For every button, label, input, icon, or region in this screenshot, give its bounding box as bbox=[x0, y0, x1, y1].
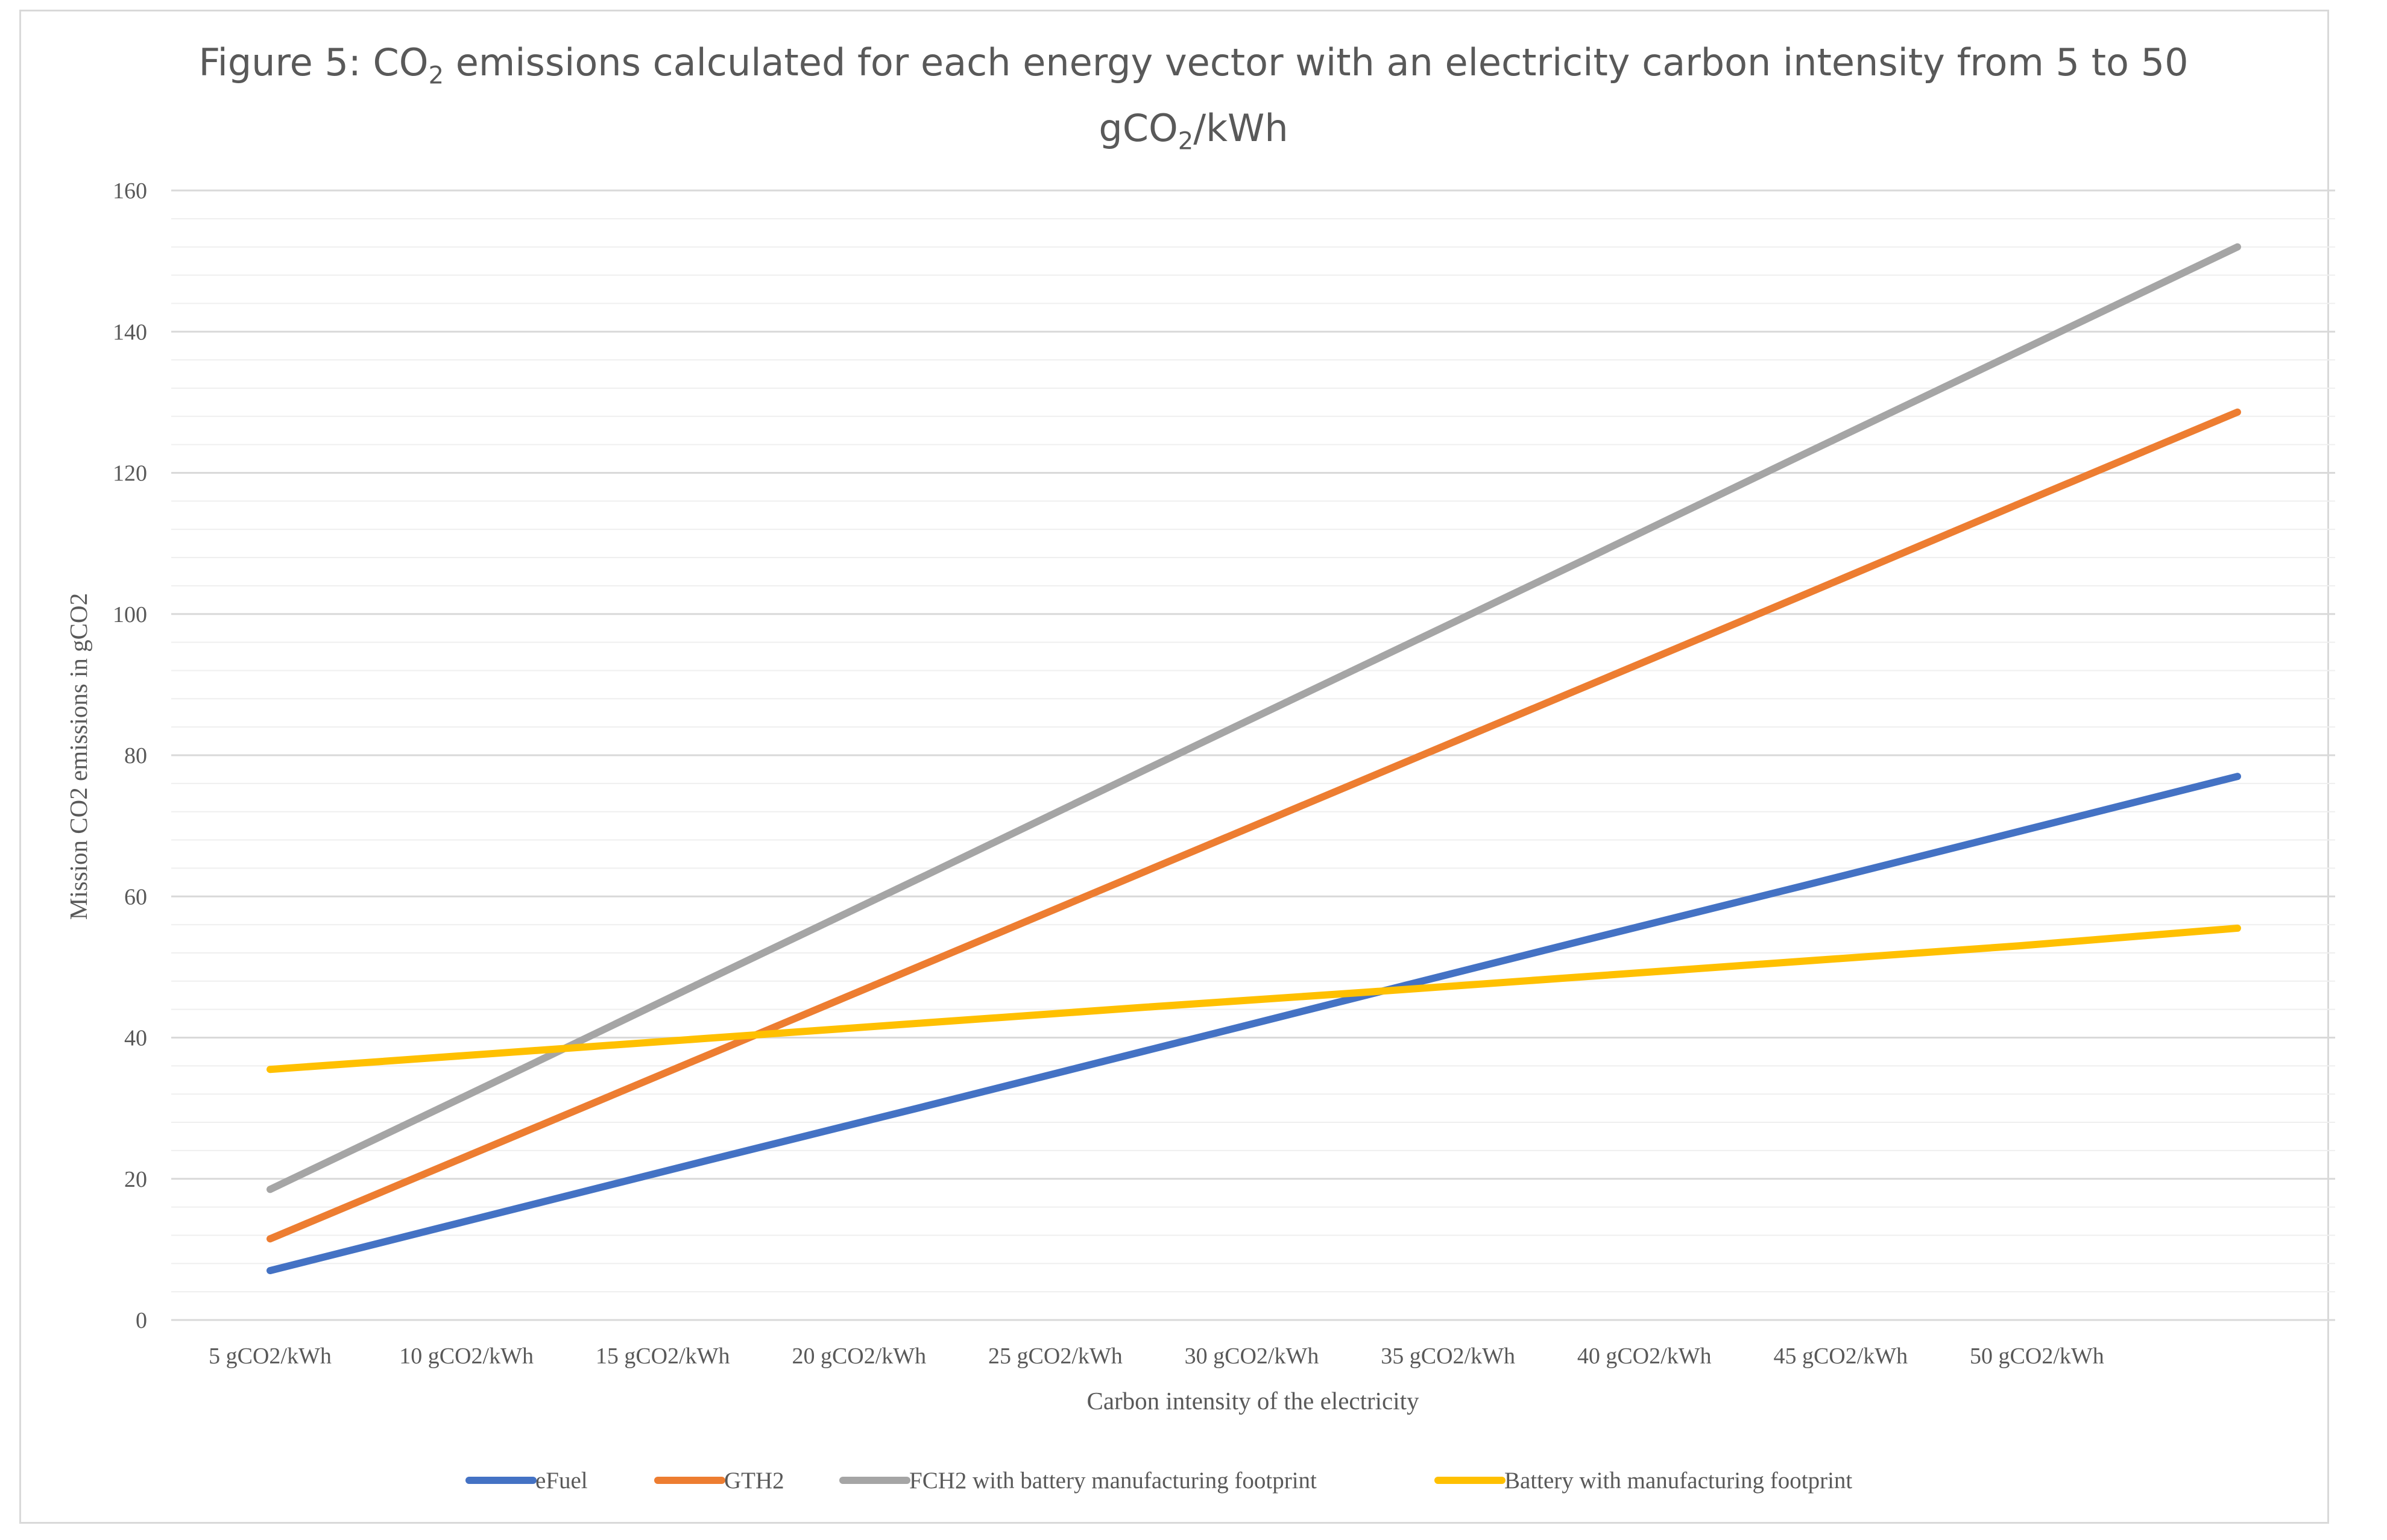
x-tick-label: 45 gCO2/kWh bbox=[1773, 1344, 1908, 1369]
y-tick-label: 160 bbox=[113, 178, 147, 204]
chart-title-line-1: Figure 5: CO2 emissions calculated for e… bbox=[0, 36, 2387, 102]
series-lines bbox=[266, 243, 2241, 1275]
chart-title-text: gCO bbox=[1099, 106, 1178, 151]
chart-title-subscript: 2 bbox=[1178, 127, 1194, 156]
x-tick-label: 15 gCO2/kWh bbox=[596, 1344, 730, 1369]
x-tick-label: 5 gCO2/kWh bbox=[209, 1344, 332, 1369]
x-tick-label: 10 gCO2/kWh bbox=[399, 1344, 534, 1369]
y-tick-label: 20 bbox=[124, 1167, 147, 1192]
chart-title-text: emissions calculated for each energy vec… bbox=[444, 40, 2189, 84]
x-tick-label: 40 gCO2/kWh bbox=[1577, 1344, 1712, 1369]
y-tick-label: 120 bbox=[113, 461, 147, 486]
chart-title: Figure 5: CO2 emissions calculated for e… bbox=[0, 36, 2387, 168]
x-tick-label: 35 gCO2/kWh bbox=[1381, 1344, 1515, 1369]
y-tick-label: 80 bbox=[124, 743, 147, 768]
y-tick-label: 100 bbox=[113, 602, 147, 627]
x-axis-ticks: 5 gCO2/kWh 10 gCO2/kWh 15 gCO2/kWh 20 gCO2/… bbox=[209, 1344, 2104, 1369]
chart-title-text: /kWh bbox=[1193, 106, 1288, 151]
gridlines bbox=[171, 189, 2335, 1321]
legend-label: eFuel bbox=[535, 1468, 588, 1494]
series-line-battery-with-manufacturing-footprint bbox=[266, 924, 2241, 1073]
legend: eFuel GTH2 FCH2 with battery manufacturing… bbox=[465, 1468, 1852, 1494]
y-axis-title: Mission CO2 emissions in gCO2 bbox=[65, 593, 92, 920]
x-tick-label: 20 gCO2/kWh bbox=[792, 1344, 926, 1369]
y-tick-label: 60 bbox=[124, 884, 147, 910]
chart-title-line-2: gCO2/kWh bbox=[0, 102, 2387, 168]
series-line-fch2-with-battery-manufacturing-footprint bbox=[266, 243, 2241, 1193]
y-tick-label: 140 bbox=[113, 319, 147, 345]
x-tick-label: 25 gCO2/kWh bbox=[988, 1344, 1123, 1369]
legend-label: FCH2 with battery manufacturing footprin… bbox=[909, 1468, 1317, 1494]
x-tick-label: 50 gCO2/kWh bbox=[1970, 1344, 2104, 1369]
y-tick-label: 0 bbox=[136, 1308, 147, 1333]
x-axis-title: Carbon intensity of the electricity bbox=[1086, 1387, 1419, 1415]
chart-title-text: Figure 5: CO bbox=[198, 40, 429, 84]
legend-label: Battery with manufacturing footprint bbox=[1504, 1468, 1852, 1494]
y-axis-ticks: 0 20 40 60 80 100 120 140 160 bbox=[113, 178, 147, 1333]
y-tick-label: 40 bbox=[124, 1026, 147, 1051]
chart-area bbox=[19, 10, 2329, 1524]
series-line-efuel bbox=[266, 773, 2241, 1275]
legend-label: GTH2 bbox=[724, 1468, 784, 1494]
chart-title-subscript: 2 bbox=[428, 61, 444, 90]
series-line-gth2 bbox=[266, 408, 2241, 1243]
x-tick-label: 30 gCO2/kWh bbox=[1185, 1344, 1319, 1369]
